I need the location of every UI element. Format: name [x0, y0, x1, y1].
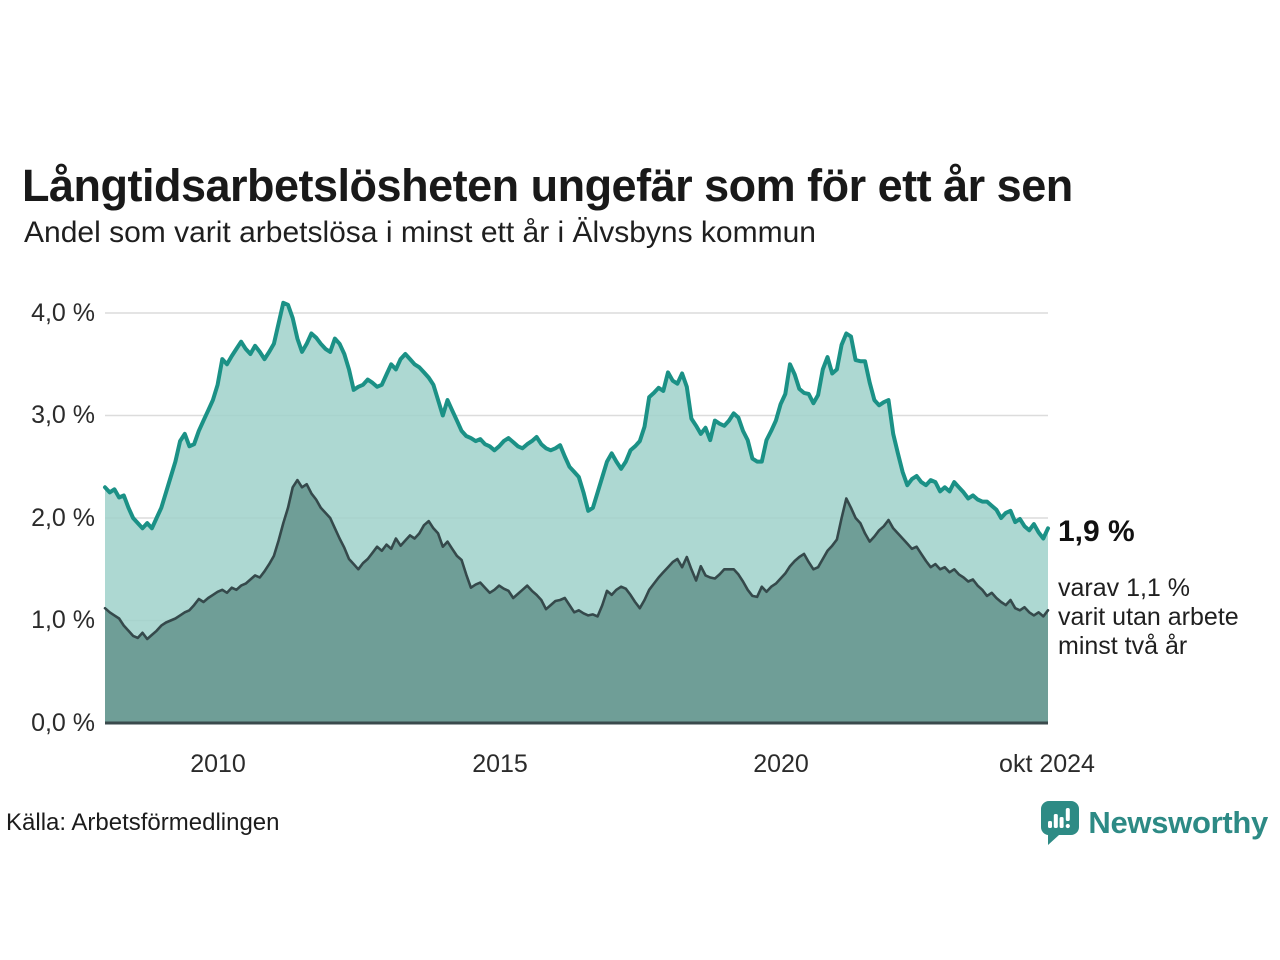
- x-tick-okt2024: okt 2024: [999, 750, 1095, 778]
- source-attribution: Källa: Arbetsförmedlingen: [6, 809, 280, 836]
- end-sub-line-2: varit utan arbete: [1058, 603, 1239, 631]
- series-total-line: [103, 300, 1050, 541]
- x-tick-2015: 2015: [472, 750, 528, 778]
- end-sub-line-3: minst två år: [1058, 632, 1188, 660]
- series-two-years-line: [103, 478, 1050, 641]
- y-tick-1: 1,0 %: [31, 606, 95, 634]
- page-title: Långtidsarbetslösheten ungefär som för e…: [22, 160, 1073, 212]
- x-tick-2020: 2020: [753, 750, 809, 778]
- end-value-label-subtext: varav 1,1 % varit utan arbete minst två …: [1058, 574, 1239, 661]
- brand-name: Newsworthy: [1088, 805, 1268, 840]
- chart-subtitle: Andel som varit arbetslösa i minst ett å…: [24, 216, 816, 249]
- y-tick-3: 3,0 %: [31, 401, 95, 429]
- y-tick-4: 4,0 %: [31, 299, 95, 327]
- y-tick-2: 2,0 %: [31, 504, 95, 532]
- x-tick-2010: 2010: [190, 750, 246, 778]
- end-value-label-total: 1,9 %: [1058, 515, 1135, 548]
- end-sub-line-1: varav 1,1 %: [1058, 574, 1191, 602]
- newsworthy-logo-icon: [1041, 801, 1080, 845]
- newsworthy-brand: Newsworthy: [1040, 800, 1268, 846]
- y-tick-0: 0,0 %: [31, 709, 95, 737]
